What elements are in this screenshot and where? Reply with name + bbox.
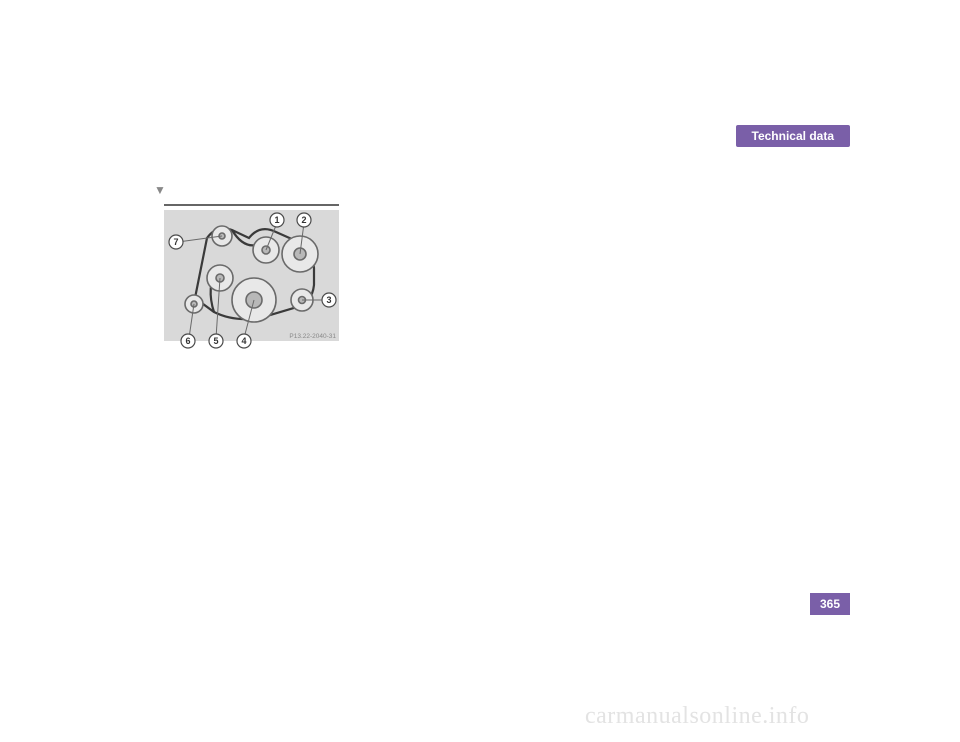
belt-routing-svg: 1 2 3 4 5 [164,210,339,360]
callout-5-label: 5 [213,336,218,346]
callout-3: 3 [322,293,336,307]
callout-5: 5 [209,334,223,348]
callout-2: 2 [297,213,311,227]
header-tab-label: Technical data [752,129,834,143]
callout-2-label: 2 [301,215,306,225]
watermark: carmanualsonline.info [585,703,809,730]
callout-7: 7 [169,235,183,249]
diagram-code: P13.22-2040-31 [289,333,336,340]
callout-4: 4 [237,334,251,348]
header-tab: Technical data [736,125,850,147]
callout-3-label: 3 [326,295,331,305]
belt-routing-diagram: 1 2 3 4 5 [164,210,339,360]
diagram-top-rule [164,204,339,206]
page-number: 365 [820,597,840,611]
callout-1-label: 1 [274,215,279,225]
callout-4-label: 4 [241,336,246,346]
callout-6-label: 6 [185,336,190,346]
section-arrow-icon: ▼ [154,183,166,197]
callout-7-label: 7 [173,237,178,247]
callout-1: 1 [270,213,284,227]
callout-6: 6 [181,334,195,348]
page-number-badge: 365 [810,593,850,615]
